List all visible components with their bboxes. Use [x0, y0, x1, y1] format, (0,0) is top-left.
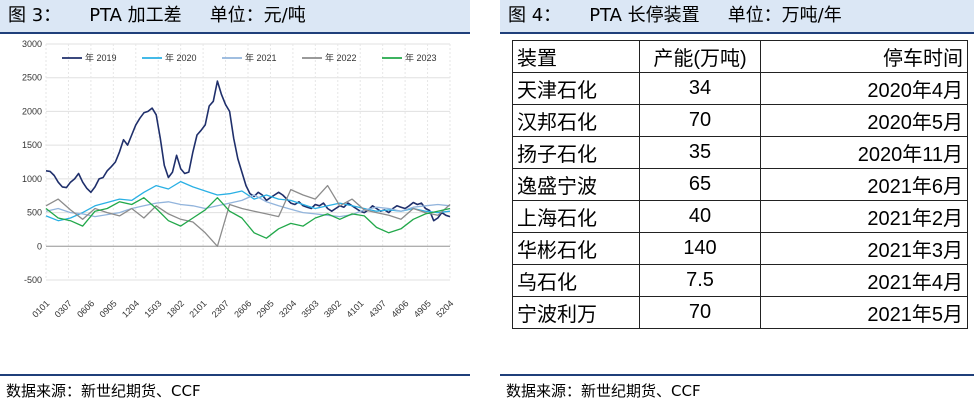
y-tick-label: -500	[24, 275, 42, 285]
cell-shutdown-time: 2021年5月	[760, 296, 968, 329]
y-tick-label: 0	[37, 241, 42, 251]
legend-label-2021: 年 2021	[245, 52, 277, 63]
table-figure-title: 图 4： PTA 长停装置 单位：万吨/年	[500, 0, 974, 32]
x-tick-label: 1802	[165, 298, 186, 319]
y-tick-label: 500	[27, 208, 42, 218]
x-tick-label: 2101	[187, 298, 208, 319]
shutdown-table-container: 装置 产能(万吨) 停车时间 天津石化 34 2020年4月 汉邦石化 70 2020年5…	[512, 40, 968, 329]
table-row: 逸盛宁波 65 2021年6月	[512, 168, 968, 201]
cell-shutdown-time: 2020年4月	[760, 72, 968, 105]
figure-main-title: PTA 加工差	[89, 5, 182, 26]
figure-number: 图 4：	[508, 5, 562, 26]
cell-shutdown-time: 2021年2月	[760, 200, 968, 233]
cell-shutdown-time: 2020年5月	[760, 104, 968, 137]
table-row: 汉邦石化 70 2020年5月	[512, 104, 968, 137]
x-tick-label: 0905	[98, 298, 119, 319]
cell-capacity: 70	[639, 104, 761, 137]
cell-capacity: 40	[639, 200, 761, 233]
x-tick-label: 4307	[367, 298, 388, 319]
legend-label-2023: 年 2023	[405, 52, 437, 63]
header-capacity: 产能(万吨)	[639, 40, 761, 73]
figure-number: 图 3：	[8, 5, 62, 26]
x-tick-label: 0101	[30, 298, 51, 319]
table-row: 华彬石化 140 2021年3月	[512, 232, 968, 265]
cell-plant: 汉邦石化	[512, 104, 640, 137]
table-row: 乌石化 7.5 2021年4月	[512, 264, 968, 297]
x-tick-label: 2606	[232, 298, 253, 319]
cell-capacity: 70	[639, 296, 761, 329]
cell-shutdown-time: 2020年11月	[760, 136, 968, 169]
legend-label-2022: 年 2022	[325, 52, 357, 63]
y-tick-label: 2500	[22, 73, 42, 83]
x-tick-label: 1204	[120, 298, 141, 319]
table-header-row: 装置 产能(万吨) 停车时间	[512, 40, 968, 73]
cell-shutdown-time: 2021年3月	[760, 232, 968, 265]
x-tick-label: 1503	[142, 298, 163, 319]
x-tick-label: 4905	[412, 298, 433, 319]
x-tick-label: 4606	[389, 298, 410, 319]
x-tick-label: 0307	[53, 298, 74, 319]
table-row: 扬子石化 35 2020年11月	[512, 136, 968, 169]
header-shutdown-time: 停车时间	[760, 40, 968, 73]
source-divider	[500, 374, 974, 376]
table-row: 天津石化 34 2020年4月	[512, 72, 968, 105]
cell-plant: 宁波利万	[512, 296, 640, 329]
cell-plant: 上海石化	[512, 200, 640, 233]
title-divider	[0, 32, 470, 34]
x-tick-label: 2905	[255, 298, 276, 319]
x-tick-label: 2307	[210, 298, 231, 319]
processing-margin-panel: 图 3： PTA 加工差 单位：元/吨 -500 0 500 1000 1500 2000 25…	[0, 0, 470, 412]
long-term-shutdown-panel: 图 4： PTA 长停装置 单位：万吨/年 装置 产能(万吨) 停车时间 天津石化 3…	[500, 0, 974, 412]
figure-unit: 单位：万吨/年	[727, 5, 842, 26]
data-source-note: 数据来源：新世纪期货、CCF	[6, 382, 201, 400]
y-tick-label: 3000	[22, 39, 42, 49]
series-line-2019	[45, 80, 451, 222]
processing-margin-line-chart: -500 0 500 1000 1500 2000 2500 3000 0101 0307 0606…	[22, 39, 455, 320]
y-tick-label: 1500	[22, 140, 42, 150]
y-tick-label: 2000	[22, 106, 42, 116]
cell-plant: 扬子石化	[512, 136, 640, 169]
cell-plant: 天津石化	[512, 72, 640, 105]
series-line-2023	[45, 197, 451, 239]
title-divider	[500, 32, 974, 34]
cell-capacity: 7.5	[639, 264, 761, 297]
x-tick-label: 3204	[277, 298, 298, 319]
cell-plant: 华彬石化	[512, 232, 640, 265]
data-source-note: 数据来源：新世纪期货、CCF	[506, 382, 701, 400]
series-line-2022	[45, 184, 451, 247]
x-tick-label: 3802	[322, 298, 343, 319]
chart-figure-title: 图 3： PTA 加工差 单位：元/吨	[0, 0, 470, 32]
x-tick-label: 0606	[75, 298, 96, 319]
x-tick-label: 5204	[434, 298, 455, 319]
cell-plant: 乌石化	[512, 264, 640, 297]
cell-capacity: 65	[639, 168, 761, 201]
legend-label-2020: 年 2020	[165, 52, 197, 63]
cell-plant: 逸盛宁波	[512, 168, 640, 201]
cell-capacity: 35	[639, 136, 761, 169]
series-line-2020	[45, 180, 451, 222]
shutdown-table: 装置 产能(万吨) 停车时间 天津石化 34 2020年4月 汉邦石化 70 2020年5…	[512, 40, 968, 329]
legend-label-2019: 年 2019	[85, 52, 117, 63]
cell-shutdown-time: 2021年4月	[760, 264, 968, 297]
header-plant: 装置	[512, 40, 640, 73]
figure-unit: 单位：元/吨	[209, 5, 306, 26]
x-tick-label: 4101	[344, 298, 365, 319]
source-divider	[0, 374, 470, 376]
table-body: 天津石化 34 2020年4月 汉邦石化 70 2020年5月 扬子石化 35 2020年11月…	[512, 72, 968, 329]
table-row: 上海石化 40 2021年2月	[512, 200, 968, 233]
y-tick-label: 1000	[22, 174, 42, 184]
cell-capacity: 140	[639, 232, 761, 265]
table-row: 宁波利万 70 2021年5月	[512, 296, 968, 329]
cell-shutdown-time: 2021年6月	[760, 168, 968, 201]
cell-capacity: 34	[639, 72, 761, 105]
figure-main-title: PTA 长停装置	[589, 5, 700, 26]
x-tick-label: 3503	[300, 298, 321, 319]
